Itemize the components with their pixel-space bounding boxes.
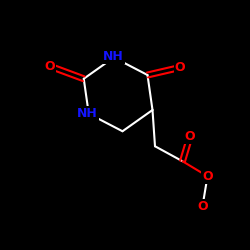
- Text: O: O: [185, 130, 195, 143]
- Text: O: O: [197, 200, 208, 213]
- Text: O: O: [45, 60, 55, 73]
- Text: O: O: [175, 61, 185, 74]
- Text: O: O: [202, 170, 213, 183]
- Text: NH: NH: [77, 107, 98, 120]
- Text: NH: NH: [104, 50, 124, 63]
